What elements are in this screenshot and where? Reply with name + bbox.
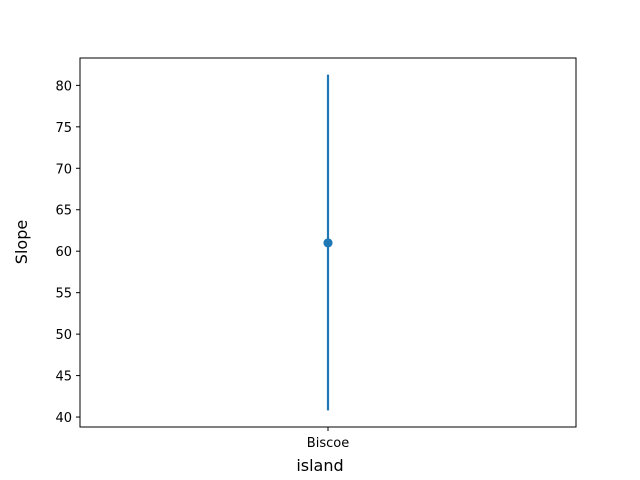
y-tick-label: 45 (55, 370, 72, 385)
y-tick-label: 60 (55, 245, 72, 260)
y-tick-label: 55 (55, 287, 72, 302)
y-tick-label: 80 (55, 79, 72, 94)
y-axis: 40 45 50 55 60 65 70 75 80 (55, 79, 80, 426)
y-tick-label: 70 (55, 162, 72, 177)
x-axis-label: island (296, 456, 343, 475)
x-tick-label: Biscoe (307, 436, 349, 451)
y-tick-label: 50 (55, 328, 72, 343)
y-tick-label: 40 (55, 411, 72, 426)
series-marks (323, 74, 333, 411)
x-axis: Biscoe (307, 427, 349, 451)
y-tick-label: 75 (55, 121, 72, 136)
data-point (323, 238, 333, 248)
y-axis-label: Slope (12, 220, 31, 264)
y-tick-label: 65 (55, 204, 72, 219)
